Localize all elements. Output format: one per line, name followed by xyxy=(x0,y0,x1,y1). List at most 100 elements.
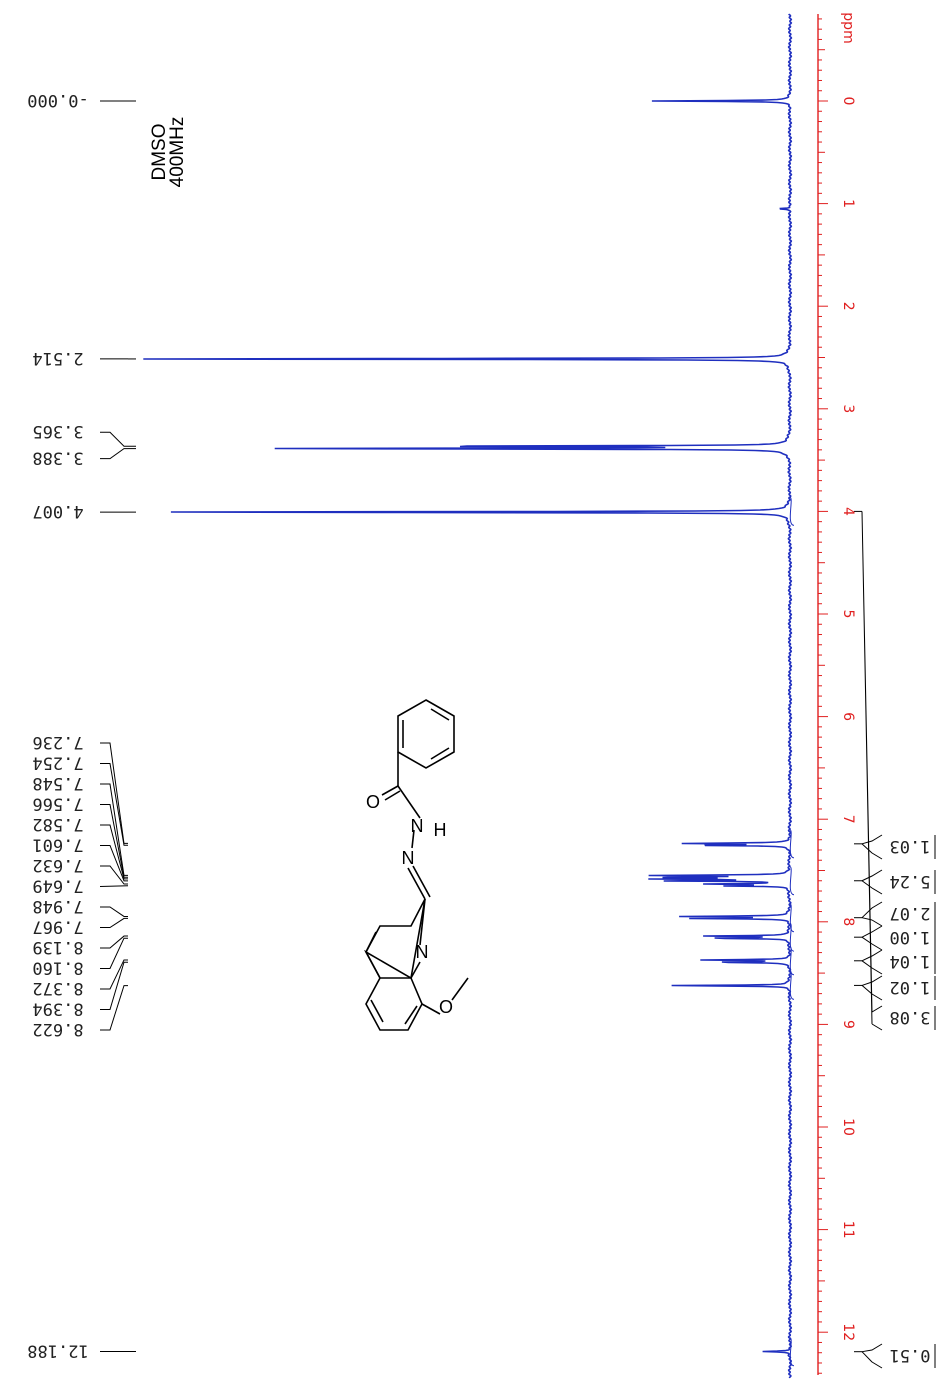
peak-label-connector xyxy=(100,783,128,876)
peak-label: 7.601 xyxy=(32,835,83,855)
aromatic-bond xyxy=(430,747,450,760)
double-bond xyxy=(407,867,426,900)
atom-hydrogen: H xyxy=(434,820,447,840)
bond xyxy=(397,785,421,819)
integral-connector xyxy=(861,511,883,1031)
solvent-label: DMSO xyxy=(149,124,170,181)
peak-label: 7.948 xyxy=(32,896,83,916)
peak-label-connector xyxy=(100,985,128,1031)
atom-nitrogen-amide: N xyxy=(411,816,424,836)
benzo-ring xyxy=(363,949,423,1031)
peak-label-connector xyxy=(100,865,128,885)
peak-label: 8.394 xyxy=(32,999,83,1019)
benzene-ring xyxy=(397,699,455,769)
peak-label-connector xyxy=(100,448,128,460)
axis-tick-label: 11 xyxy=(840,1221,856,1239)
bond xyxy=(411,829,415,849)
atom-nitrogen-quinoline: N xyxy=(416,942,429,962)
axis-tick-label: 12 xyxy=(840,1323,856,1341)
integral-curve xyxy=(789,903,795,933)
integral-connector xyxy=(861,949,883,975)
integral-curve xyxy=(789,866,795,896)
bond xyxy=(419,898,426,946)
peak-label: 2.514 xyxy=(32,348,83,368)
peak-label-connector xyxy=(100,742,128,844)
pyridine-ring xyxy=(365,898,426,979)
peak-label-connector xyxy=(100,431,128,447)
axis-tick-label: 1 xyxy=(840,199,856,208)
integral-value: 3.08 xyxy=(890,1007,931,1027)
bond xyxy=(410,961,421,979)
peak-label: 4.007 xyxy=(32,501,83,521)
peak-label-connector xyxy=(100,804,128,878)
peak-label: 7.582 xyxy=(32,814,83,834)
peak-label-connector xyxy=(100,961,128,1010)
peak-label: 12.188 xyxy=(27,1340,88,1360)
aromatic-bond xyxy=(404,1005,418,1025)
aromatic-bond xyxy=(370,999,384,1023)
spectrum-trace xyxy=(143,13,793,1379)
integral-curve xyxy=(789,946,795,976)
axis-tick-label: 10 xyxy=(840,1118,856,1136)
axis-tick-label: 9 xyxy=(840,1020,856,1029)
atom-oxygen-methoxy: O xyxy=(439,997,453,1017)
peak-label: 7.649 xyxy=(32,876,83,896)
peak-label: 3.388 xyxy=(32,448,83,468)
integral-curve xyxy=(789,922,795,952)
peak-label: 7.566 xyxy=(32,794,83,814)
double-bond xyxy=(384,790,401,801)
axis-tick-label: 0 xyxy=(840,97,856,106)
peak-label: 7.254 xyxy=(32,753,83,773)
peak-label-connector xyxy=(100,937,128,969)
peak-label: 8.622 xyxy=(32,1019,83,1039)
peak-label-connector xyxy=(100,959,128,990)
peak-label: 8.160 xyxy=(32,958,83,978)
axis-tick-label: 8 xyxy=(840,917,856,926)
integral-value: 2.07 xyxy=(890,903,931,923)
frequency-label: 400MHz xyxy=(167,117,188,188)
atom-nitrogen-imine: N xyxy=(402,848,415,868)
bond xyxy=(451,977,469,1001)
structure-atoms: O N N H N O xyxy=(366,792,453,1017)
peak-label-connector xyxy=(99,885,129,887)
integral-connector xyxy=(861,834,883,860)
axis-tick-label: 4 xyxy=(840,507,856,516)
integral-value: 1.04 xyxy=(890,951,931,971)
peak-label-connector xyxy=(100,917,128,928)
integral-value: 1.03 xyxy=(890,836,931,856)
integral-value: 1.02 xyxy=(890,977,931,997)
integral-connector xyxy=(861,869,883,895)
axis-tick-label: 2 xyxy=(840,302,856,311)
peak-label: 8.372 xyxy=(32,978,83,998)
integral-connector xyxy=(861,1343,883,1369)
integral-curve xyxy=(789,496,795,526)
peak-label: 7.548 xyxy=(32,773,83,793)
bond xyxy=(421,1003,441,1015)
integral-value: 0.51 xyxy=(890,1345,931,1365)
peak-label: 7.632 xyxy=(32,855,83,875)
chemical-structure xyxy=(363,699,469,1031)
peak-label: -0.000 xyxy=(27,90,88,110)
integral-connector xyxy=(861,925,883,951)
axis-unit-label: ppm xyxy=(840,12,856,43)
axis-tick-label: 3 xyxy=(840,404,856,413)
peak-label-connector xyxy=(100,906,128,917)
peak-label: 3.365 xyxy=(32,421,83,441)
aromatic-bond xyxy=(430,708,450,721)
peak-label-group: -0.000 2.514 3.365 3.388 4.007 7.2367.2547.54… xyxy=(27,90,136,1360)
integral-curve xyxy=(789,829,795,859)
axis-tick-label: 6 xyxy=(840,712,856,721)
peak-label: 7.967 xyxy=(32,917,83,937)
integral-value: 1.00 xyxy=(890,927,931,947)
integral-connector xyxy=(861,901,883,927)
integral-group: 3.08 1.03 5.24 2.07 1.00 1.04 1.02 0.51 xyxy=(789,496,936,1369)
aromatic-bond xyxy=(365,931,377,953)
peak-label: 7.236 xyxy=(32,732,83,752)
peak-label: 8.139 xyxy=(32,937,83,957)
peak-label-connector xyxy=(100,763,128,846)
peak-label-connector xyxy=(100,935,128,949)
double-bond xyxy=(412,865,431,898)
integral-value: 5.24 xyxy=(890,871,931,891)
